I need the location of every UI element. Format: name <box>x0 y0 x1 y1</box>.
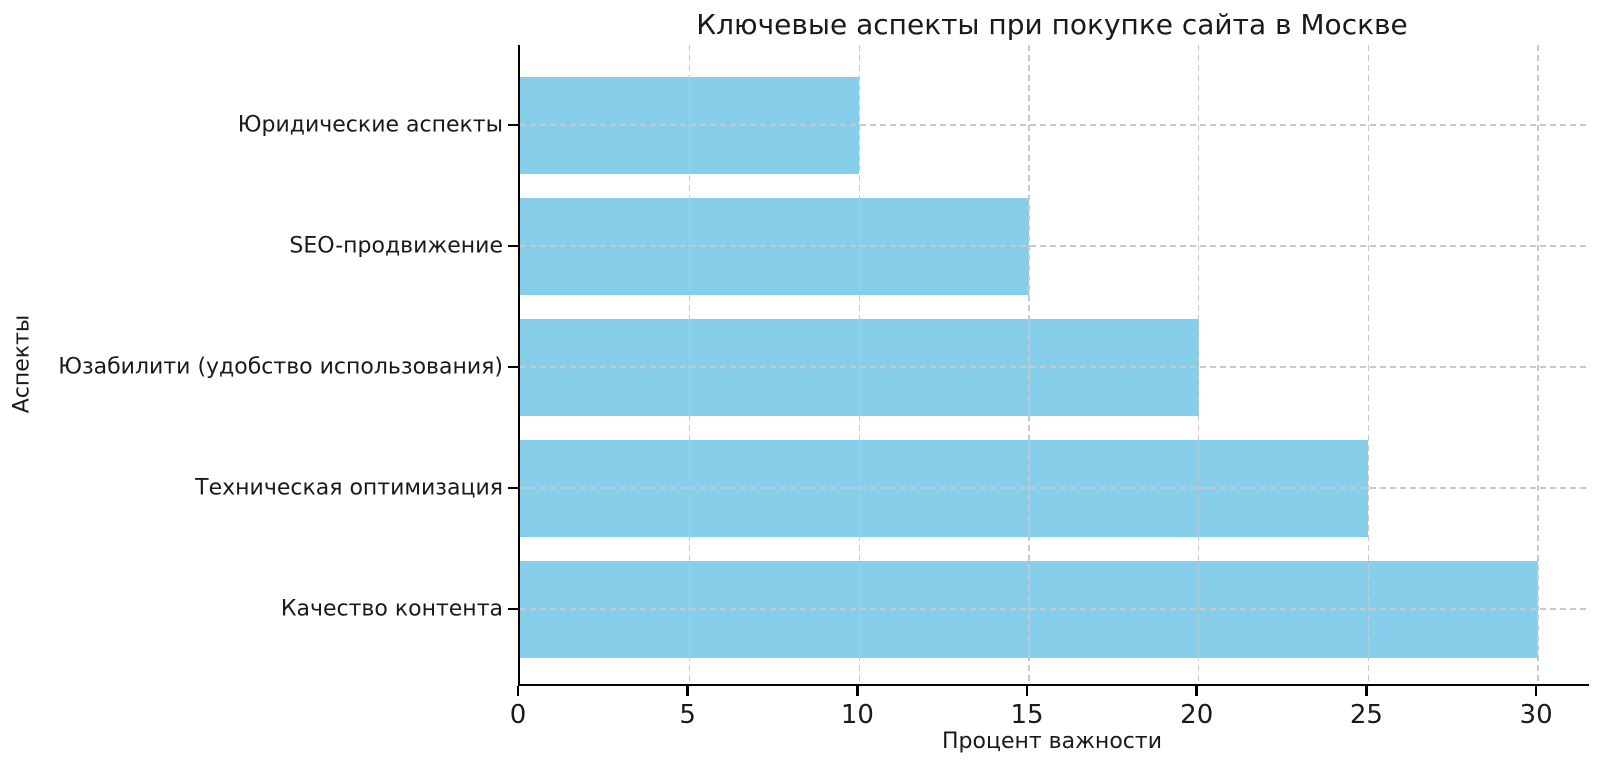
x-tick-mark <box>1025 686 1029 696</box>
horizontal-gridline <box>520 245 1589 247</box>
vertical-gridline <box>688 45 691 684</box>
plot-area <box>518 45 1589 686</box>
horizontal-gridline <box>520 366 1589 368</box>
y-tick-label: SEO-продвижение <box>289 233 503 259</box>
x-tick-mark <box>516 686 520 696</box>
horizontal-gridline <box>520 124 1589 126</box>
vertical-gridline <box>1028 45 1030 684</box>
horizontal-gridline <box>520 487 1589 489</box>
y-tick-label: Юридические аспекты <box>237 112 503 138</box>
y-tick-mark <box>508 244 518 248</box>
y-axis-label: Аспекты <box>9 314 35 414</box>
y-tick-label: Техническая оптимизация <box>195 475 503 501</box>
x-tick-mark <box>1534 686 1538 696</box>
y-tick-label: Юзабилити (удобство использования) <box>58 354 503 380</box>
y-tick-mark <box>508 365 518 369</box>
horizontal-gridline <box>520 608 1589 610</box>
x-tick-label: 30 <box>1519 700 1553 730</box>
x-tick-label: 20 <box>1180 700 1214 730</box>
x-tick-mark <box>856 686 859 696</box>
vertical-gridline <box>1197 45 1200 684</box>
vertical-gridline <box>858 45 861 684</box>
y-tick-mark <box>508 607 518 611</box>
x-tick-label: 25 <box>1349 700 1383 730</box>
x-tick-label: 5 <box>679 700 696 730</box>
x-tick-mark <box>1365 686 1368 696</box>
y-tick-mark <box>508 123 518 127</box>
x-tick-label: 10 <box>840 700 874 730</box>
x-tick-label: 15 <box>1010 700 1044 730</box>
x-tick-label: 0 <box>509 700 527 730</box>
y-tick-mark <box>508 486 518 490</box>
vertical-gridline <box>1367 45 1370 684</box>
x-tick-mark <box>686 686 689 696</box>
x-axis-label: Процент важности <box>942 729 1162 754</box>
vertical-gridline <box>1537 45 1539 684</box>
y-tick-label: Качество контента <box>280 596 503 622</box>
x-tick-mark <box>1195 686 1198 696</box>
chart-title: Ключевые аспекты при покупке сайта в Мос… <box>696 8 1408 41</box>
